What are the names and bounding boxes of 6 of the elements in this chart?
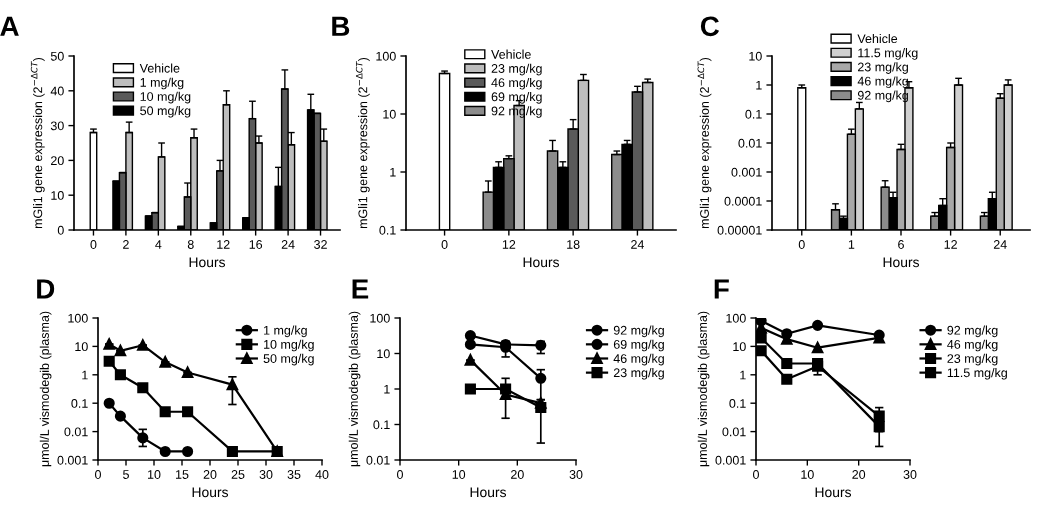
chart-title: B [332,16,350,36]
chart-title: C [700,16,720,37]
chart-title: E [352,279,369,299]
chart-title: A [0,16,19,36]
chart-title: F [714,279,729,299]
chart-title: D [37,279,55,299]
